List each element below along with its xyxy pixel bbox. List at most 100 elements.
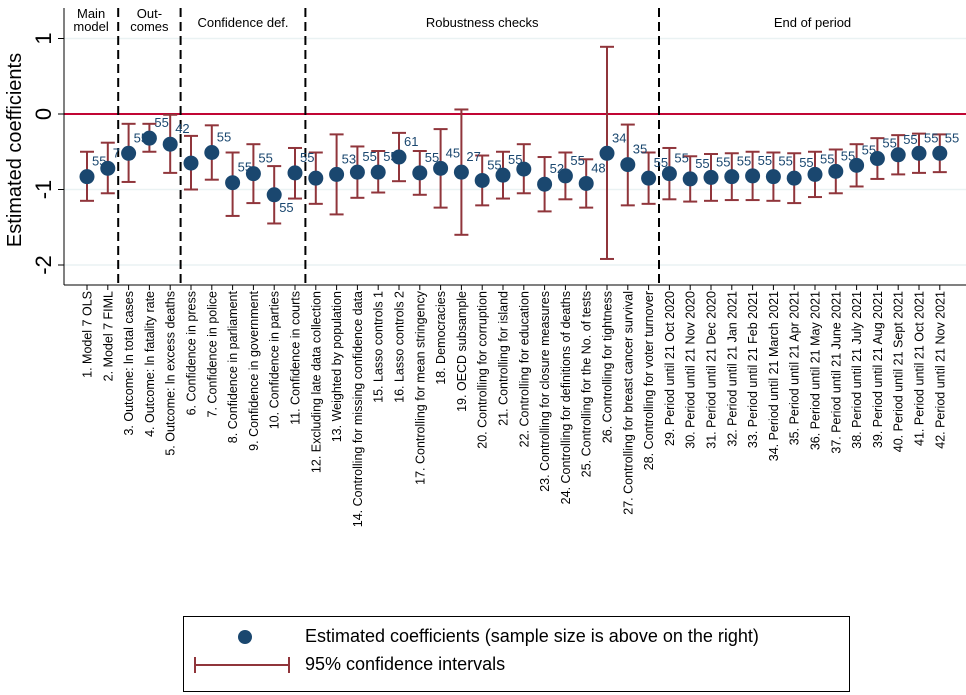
y-tick-label: 0 bbox=[31, 108, 56, 120]
x-tick-label: 16. Lasso controls 2 bbox=[393, 291, 407, 403]
x-tick-label: 21. Controlling for island bbox=[497, 291, 511, 426]
coefficient-point bbox=[100, 160, 116, 176]
sample-size-label: 55 bbox=[924, 130, 938, 145]
sample-size-label: 55 bbox=[217, 130, 231, 145]
x-tick-label: 2. Model 7 FIML bbox=[101, 291, 115, 381]
coefficient-point bbox=[204, 145, 220, 161]
coefficient-point bbox=[183, 155, 199, 171]
sample-size-label: 55 bbox=[778, 154, 792, 169]
coefficient-point bbox=[141, 130, 157, 146]
coefficient-point bbox=[911, 145, 927, 161]
section-title: Main model bbox=[73, 6, 109, 34]
y-axis-title: Estimated coefficients bbox=[4, 53, 26, 247]
legend-item-ci: 95% confidence intervals bbox=[184, 651, 849, 679]
x-tick-label: 18. Democracies bbox=[434, 291, 448, 385]
sample-size-label: 55 bbox=[508, 152, 522, 167]
x-tick-label: 32. Period until 21 Jan 2021 bbox=[725, 291, 739, 447]
coefficient-point bbox=[453, 164, 469, 180]
coefficient-point bbox=[474, 172, 490, 188]
x-tick-label: 39. Period until 21 Aug 2021 bbox=[871, 291, 885, 448]
x-tick-label: 22. Controlling for education bbox=[517, 291, 531, 447]
sample-size-label: 55 bbox=[695, 156, 709, 171]
x-tick-label: 4. Outcome: ln fatality rate bbox=[143, 291, 157, 437]
sample-size-label: 55 bbox=[945, 130, 959, 145]
sample-size-label: 61 bbox=[404, 134, 418, 149]
coefficient-point bbox=[786, 170, 802, 186]
x-tick-label: 27. Controlling for breast cancer surviv… bbox=[621, 291, 635, 515]
x-tick-label: 41. Period until 21 Oct 2021 bbox=[913, 291, 927, 446]
legend: Estimated coefficients (sample size is a… bbox=[183, 616, 850, 692]
sample-size-label: 55 bbox=[799, 155, 813, 170]
x-tick-label: 10. Confidence in parties bbox=[268, 291, 282, 429]
coefficient-point bbox=[516, 161, 532, 177]
coefficient-point bbox=[329, 166, 345, 182]
sample-size-label: 53 bbox=[342, 151, 356, 166]
legend-point-marker bbox=[238, 630, 252, 644]
sample-size-label: 27 bbox=[466, 149, 480, 164]
section-title: Confidence def. bbox=[197, 15, 288, 30]
x-tick-label: 12. Excluding late data collection bbox=[309, 291, 323, 473]
x-tick-label: 7. Confidence in police bbox=[205, 291, 219, 418]
sample-size-label: 55 bbox=[92, 154, 106, 169]
x-tick-label: 30. Period until 21 Nov 2020 bbox=[684, 291, 698, 449]
coefficient-point bbox=[225, 175, 241, 191]
x-tick-label: 31. Period until 21 Dec 2020 bbox=[705, 291, 719, 449]
coefficient-point bbox=[349, 164, 365, 180]
coefficient-point bbox=[245, 166, 261, 182]
x-tick-label: 36. Period until 21 May 2021 bbox=[809, 291, 823, 450]
coefficient-point bbox=[287, 165, 303, 181]
x-tick-label: 40. Period until 21 Sept 2021 bbox=[892, 291, 906, 452]
coefficient-point bbox=[828, 163, 844, 179]
x-tick-label: 17. Controlling for mean stringency bbox=[413, 290, 427, 485]
coefficient-point bbox=[932, 145, 948, 161]
x-tick-label: 6. Confidence in press bbox=[185, 291, 199, 415]
x-tick-label: 13. Weighted by population bbox=[330, 291, 344, 442]
coefficient-point bbox=[121, 145, 137, 161]
x-tick-label: 9. Confidence in government bbox=[247, 290, 261, 450]
coefficient-point bbox=[849, 157, 865, 173]
sample-size-label: 42 bbox=[175, 121, 189, 136]
sample-size-label: 45 bbox=[446, 145, 460, 160]
x-tick-label: 26. Controlling for tightness bbox=[601, 291, 615, 443]
coefficient-point bbox=[765, 169, 781, 185]
coefficient-point bbox=[807, 166, 823, 182]
coefficient-point bbox=[557, 168, 573, 184]
sample-size-label: 55 bbox=[258, 151, 272, 166]
sample-size-label: 55 bbox=[570, 153, 584, 168]
sample-size-label: 48 bbox=[591, 160, 605, 175]
sample-size-label: 55 bbox=[737, 154, 751, 169]
coefficient-point bbox=[79, 169, 95, 185]
coefficient-point bbox=[266, 187, 282, 203]
x-tick-label: 34. Period until 21 March 2021 bbox=[767, 291, 781, 461]
x-tick-label: 8. Confidence in parliament bbox=[226, 290, 240, 443]
coefficient-point bbox=[412, 165, 428, 181]
x-tick-label: 29. Period until 21 Oct 2020 bbox=[663, 291, 677, 446]
sample-size-label: 34 bbox=[612, 130, 626, 145]
sample-size-label: 55 bbox=[134, 130, 148, 145]
sample-size-label: 55 bbox=[425, 150, 439, 165]
sample-size-label: 55 bbox=[300, 150, 314, 165]
sample-size-label: 55 bbox=[362, 149, 376, 164]
sample-size-label: 55 bbox=[882, 136, 896, 151]
coefficient-point bbox=[537, 176, 553, 192]
sample-size-label: 55 bbox=[487, 157, 501, 172]
sample-size-label: 55 bbox=[841, 148, 855, 163]
x-tick-label: 11. Confidence in courts bbox=[289, 291, 303, 425]
legend-ci-label: 95% confidence intervals bbox=[305, 654, 506, 674]
y-tick-label: 1 bbox=[31, 32, 56, 44]
legend-estimate-label: Estimated coefficients (sample size is a… bbox=[305, 626, 759, 646]
coefficient-point bbox=[641, 170, 657, 186]
section-title: Robustness checks bbox=[426, 15, 539, 30]
x-tick-label: 1. Model 7 OLS bbox=[81, 291, 95, 378]
coefficient-point bbox=[370, 164, 386, 180]
x-tick-label: 35. Period until 21 Apr 2021 bbox=[788, 291, 802, 445]
x-tick-label: 5. Outcome: ln excess deaths bbox=[164, 291, 178, 456]
sample-size-label: 55 bbox=[820, 151, 834, 166]
legend-ci-marker bbox=[194, 657, 290, 673]
x-tick-label: 23. Controlling for closure measures bbox=[538, 291, 552, 492]
x-tick-label: 3. Outcome: ln total cases bbox=[122, 291, 136, 436]
sample-size-label: 55 bbox=[654, 155, 668, 170]
x-tick-label: 38. Period until 21 July 2021 bbox=[850, 291, 864, 449]
sample-size-label: 55 bbox=[862, 142, 876, 157]
